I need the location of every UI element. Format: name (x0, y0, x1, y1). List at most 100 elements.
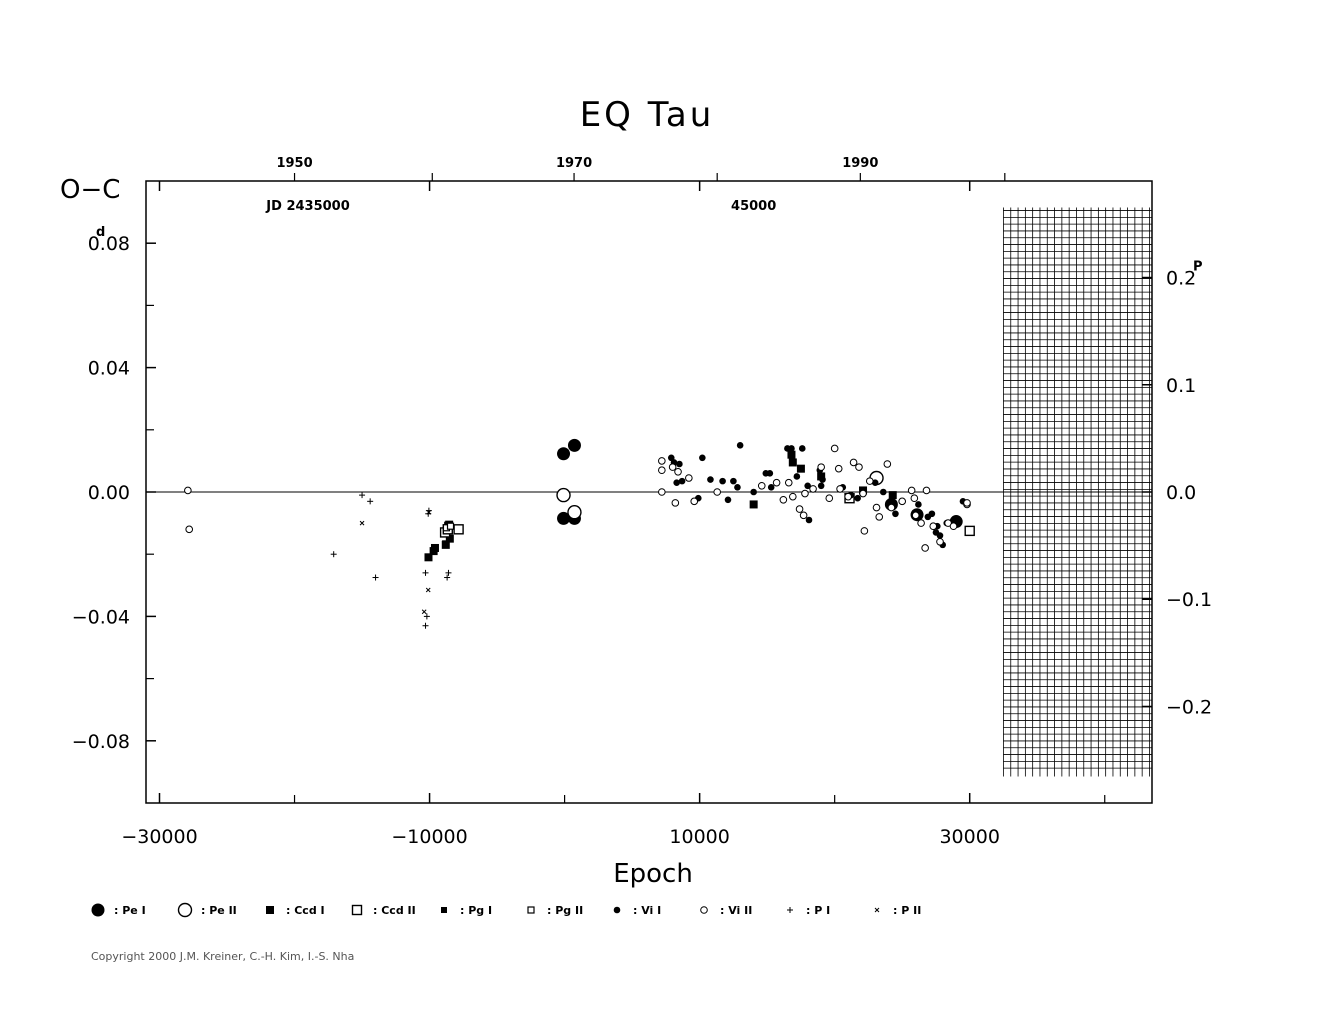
point-p-ii (421, 609, 427, 615)
point-vi-i (707, 476, 714, 483)
point-vi-i (678, 477, 686, 485)
point-vi-i (879, 488, 887, 496)
point-pe-i (91, 903, 105, 917)
point-vi-ii (700, 906, 708, 914)
point-vi-ii (963, 499, 971, 507)
point-other (185, 525, 194, 534)
data-points (184, 438, 975, 629)
legend-item-ccd-i: : Ccd I (266, 904, 325, 917)
legend-item-vi-i: : Vi I (613, 904, 661, 917)
point-vi-ii (668, 463, 677, 471)
chart-title: EQ Tau (580, 95, 715, 135)
cross-b (421, 609, 427, 615)
point-ccd-i (817, 472, 826, 481)
point-vi-ii (674, 467, 682, 476)
point-vi-ii (872, 503, 881, 512)
point-vi-i (767, 484, 775, 491)
legend-label: : Ccd II (373, 904, 416, 917)
legend-item-vi-ii: : Vi II (700, 904, 752, 917)
point-vi-i (613, 906, 621, 914)
point-other (184, 486, 192, 495)
point-vi-ii (929, 522, 938, 531)
cross-b (874, 907, 880, 913)
point-vi-ii (772, 478, 781, 487)
point-p-i (330, 551, 337, 558)
point-vi-ii (907, 486, 916, 495)
point-vi-ii (757, 481, 766, 490)
point-vi-ii (922, 486, 931, 495)
point-p-i (445, 569, 452, 576)
point-vi-ii (898, 497, 906, 506)
point-vi-i (766, 470, 774, 477)
point-p-i (422, 569, 429, 576)
point-vi-ii (713, 488, 721, 496)
point-vi-i (924, 513, 932, 521)
point-pg-ii (446, 522, 455, 530)
point-ccd-i (430, 543, 439, 552)
legend-label: : Pg I (460, 904, 492, 917)
point-vi-i (788, 445, 795, 452)
point-vi-i (817, 482, 825, 490)
y-tick-label: −0.08 (72, 731, 130, 753)
y-tick-label: 0.00 (88, 482, 130, 504)
point-p-ii (874, 907, 880, 913)
legend-item-pg-ii: : Pg II (527, 904, 583, 917)
point-vi-ii (865, 477, 874, 485)
cross-b (426, 509, 432, 515)
point-pg-i (441, 907, 447, 913)
point-vi-i (805, 516, 813, 524)
point-vi-ii (825, 494, 834, 503)
point-vi-ii (801, 489, 809, 498)
point-vi-ii (887, 503, 896, 512)
jd-label: JD 2435000 (265, 199, 349, 214)
point-ccd-ii (453, 524, 464, 535)
point-vi-ii (836, 485, 844, 493)
point-vi-ii (779, 495, 788, 504)
point-pe-ii (567, 505, 582, 520)
point-vi-ii (949, 522, 958, 531)
point-vi-ii (849, 458, 858, 467)
top-tick-label: 1990 (842, 156, 878, 171)
legend-label: : Pe II (201, 904, 237, 917)
y2-tick-label: 0.2 (1166, 268, 1196, 290)
copyright-text: Copyright 2000 J.M. Kreiner, C.-H. Kim, … (91, 950, 355, 963)
point-vi-i (736, 442, 744, 449)
point-vi-i (932, 529, 940, 536)
point-vi-i (676, 460, 683, 468)
point-ccd-i (749, 500, 758, 509)
point-vi-ii (799, 511, 808, 520)
point-vi-i (750, 488, 757, 496)
point-pg-ii (527, 906, 535, 914)
point-p-i (423, 613, 430, 620)
cross-b (425, 587, 431, 593)
point-p-ii (426, 509, 432, 515)
point-vi-i (793, 473, 801, 480)
point-ccd-ii (964, 525, 975, 537)
tick-labels: −30000 −10000 10000 30000 1950 1970 1990 JD 243… (72, 156, 1212, 848)
y-axis-title: O−C (60, 175, 120, 205)
x-tick-label: 30000 (939, 826, 999, 848)
point-vi-i (804, 482, 811, 490)
legend: : Pe I : Pe II : Ccd I : Ccd II : Pg I : Pg I… (91, 902, 921, 918)
point-p-ii (425, 587, 431, 593)
legend-item-pg-i: : Pg I (441, 904, 492, 917)
point-p-i (444, 574, 451, 581)
legend-label: : P II (893, 904, 921, 917)
point-vi-i (819, 476, 826, 483)
point-vi-i (724, 496, 732, 504)
point-vi-i (699, 454, 706, 462)
point-p-i (359, 492, 366, 499)
y-tick-label: 0.08 (88, 233, 130, 255)
legend-label: : Vi I (633, 904, 661, 917)
point-vi-i (915, 501, 922, 508)
point-vi-ii (917, 519, 925, 527)
legend-label: : Pe I (114, 904, 146, 917)
point-vi-ii (789, 492, 797, 501)
point-vi-ii (658, 457, 666, 465)
legend-item-p-ii: : P II (874, 904, 921, 917)
legend-item-pe-i: : Pe I (91, 903, 146, 917)
point-pg-i (442, 540, 449, 547)
point-pe-ii (556, 487, 571, 503)
y-tick-label: −0.04 (72, 606, 130, 628)
legend-label: : Vi II (720, 904, 752, 917)
